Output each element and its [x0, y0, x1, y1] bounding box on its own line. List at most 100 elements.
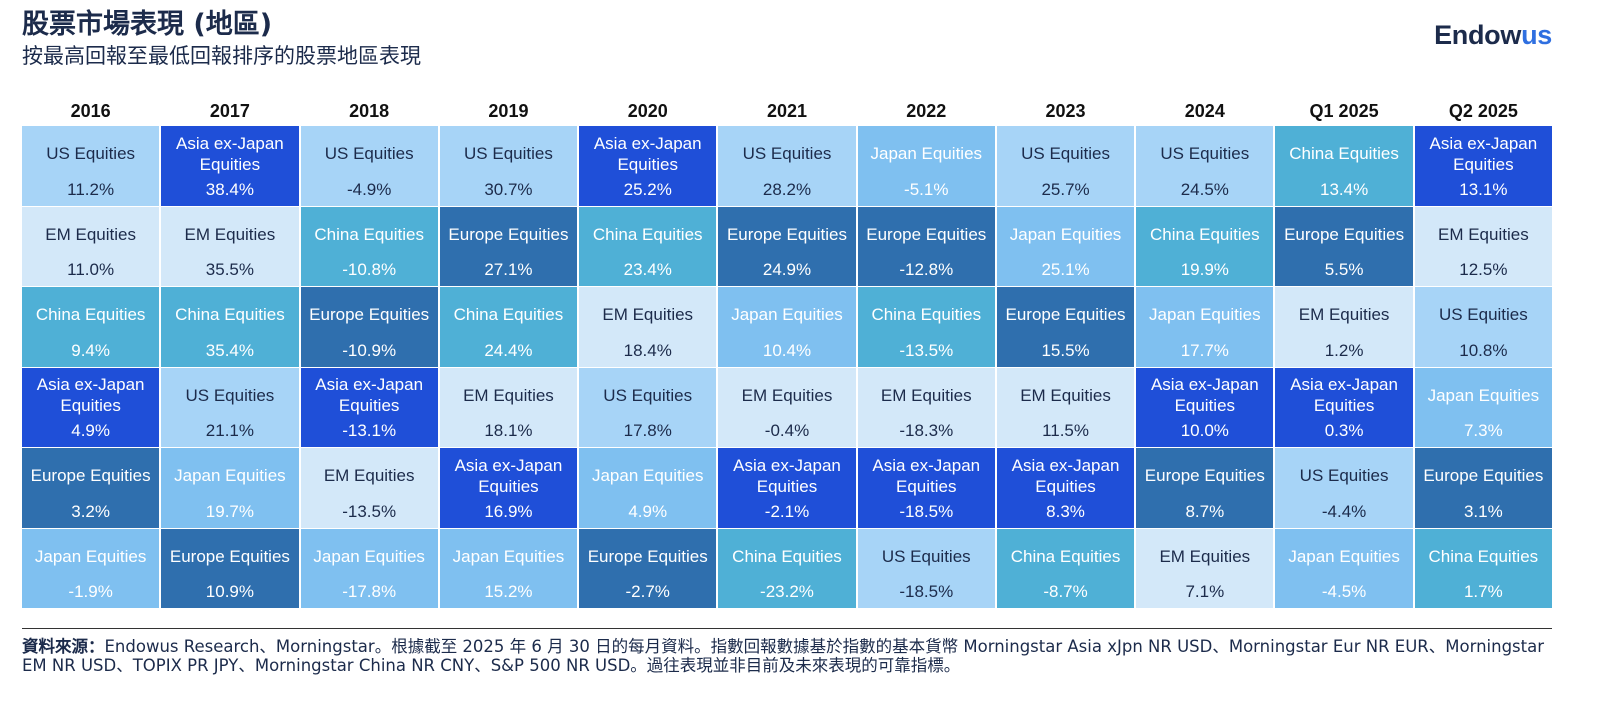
- ranking-cell: Asia ex-Japan Equities 8.3%: [996, 448, 1135, 528]
- cell-region-label: US Equities: [1438, 305, 1528, 324]
- ranking-cell: China Equities -13.5%: [857, 287, 995, 367]
- cell-return-value: 1.7%: [1463, 582, 1503, 601]
- cell-region-label: EM Equities: [880, 385, 972, 405]
- cell-region-label: US Equities: [1299, 466, 1389, 485]
- ranking-cell: Europe Equities 24.9%: [718, 206, 856, 286]
- cell-region-label: US Equities: [742, 144, 832, 163]
- cell-region-label: China Equities: [1289, 144, 1399, 163]
- cell-region-label: China Equities: [1150, 224, 1260, 244]
- cell-return-value: 25.2%: [623, 179, 672, 199]
- cell-return-value: 3.2%: [71, 501, 110, 521]
- cell-return-value: -13.5%: [899, 340, 954, 360]
- cell-region-label: Asia ex-Japan Equities: [593, 133, 702, 174]
- cell-return-value: -13.5%: [342, 501, 397, 521]
- cell-region-label: Asia ex-Japan Equities: [733, 455, 841, 496]
- ranking-cell: Europe Equities 3.2%: [22, 448, 160, 528]
- column-header: 2017: [209, 101, 250, 121]
- cell-return-value: -17.8%: [342, 582, 397, 601]
- ranking-cell: US Equities 24.5%: [1136, 126, 1274, 206]
- cell-return-value: 5.5%: [1324, 260, 1364, 279]
- cell-return-value: -8.7%: [1043, 582, 1088, 601]
- ranking-cell: EM Equities 7.1%: [1136, 528, 1274, 608]
- cell-return-value: -4.9%: [346, 179, 392, 199]
- cell-return-value: -10.9%: [342, 340, 397, 360]
- cell-region-label: Europe Equities: [1005, 305, 1126, 324]
- cell-region-label: Europe Equities: [30, 466, 151, 485]
- cell-region-label: Japan Equities: [870, 144, 983, 163]
- cell-return-value: 24.4%: [484, 340, 533, 360]
- column-header: 2018: [349, 101, 390, 121]
- ranking-cell: Asia ex-Japan Equities 16.9%: [439, 448, 578, 528]
- cell-return-value: -18.3%: [899, 421, 954, 440]
- cell-region-label: Europe Equities: [448, 224, 569, 244]
- cell-region-label: China Equities: [592, 224, 703, 244]
- cell-region-label: China Equities: [314, 224, 424, 244]
- cell-return-value: 11.0%: [67, 260, 115, 279]
- ranking-cell: China Equities 1.7%: [1414, 528, 1552, 608]
- cell-region-label: EM Equities: [323, 466, 415, 485]
- ranking-cell: EM Equities 11.0%: [22, 206, 160, 286]
- ranking-cell: Japan Equities 15.2%: [439, 528, 578, 608]
- cell-return-value: 10.4%: [762, 340, 812, 360]
- ranking-cell: US Equities 25.7%: [996, 126, 1135, 206]
- ranking-grid: US Equities 11.2% Asia ex-Japan Equities 38…: [22, 126, 1552, 608]
- cell-region-label: US Equities: [324, 144, 414, 163]
- cell-return-value: 23.4%: [623, 260, 672, 279]
- ranking-cell: EM Equities 18.4%: [579, 287, 717, 367]
- ranking-cell: Asia ex-Japan Equities -13.1%: [300, 367, 438, 447]
- cell-region-label: Europe Equities: [169, 546, 290, 566]
- chart-subtitle: 按最高回報至最低回報排序的股票地區表現: [22, 44, 421, 68]
- cell-region-label: China Equities: [35, 305, 146, 324]
- cell-return-value: 7.1%: [1185, 582, 1225, 601]
- cell-region-label: Europe Equities: [1423, 466, 1544, 485]
- ranking-cell: Asia ex-Japan Equities -18.5%: [857, 448, 995, 528]
- column-header: 2019: [488, 101, 529, 121]
- cell-return-value: 16.9%: [484, 501, 533, 521]
- cell-return-value: 1.2%: [1324, 340, 1364, 360]
- ranking-cell: Asia ex-Japan Equities 38.4%: [161, 126, 299, 206]
- cell-return-value: 3.1%: [1463, 501, 1503, 521]
- cell-return-value: -5.1%: [904, 179, 949, 199]
- cell-region-label: Europe Equities: [587, 546, 708, 566]
- ranking-cell: Japan Equities -1.9%: [22, 528, 160, 608]
- ranking-cell: EM Equities -18.3%: [857, 367, 995, 447]
- cell-region-label: Japan Equities: [1009, 224, 1122, 244]
- cell-region-label: Asia ex-Japan Equities: [1150, 375, 1259, 415]
- cell-region-label: US Equities: [881, 546, 971, 566]
- ranking-cell: China Equities 35.4%: [161, 287, 299, 367]
- source-note: 資料來源：Endowus Research、Morningstar。根據截至 2…: [22, 637, 1557, 675]
- ranking-cell: Asia ex-Japan Equities 0.3%: [1275, 367, 1413, 447]
- ranking-cell: US Equities -18.5%: [857, 528, 995, 608]
- cell-region-label: Japan Equities: [1149, 305, 1261, 324]
- cell-region-label: EM Equities: [45, 224, 136, 244]
- ranking-cell: US Equities 28.2%: [718, 126, 856, 206]
- cell-region-label: Europe Equities: [1144, 466, 1265, 485]
- cell-region-label: Japan Equities: [1427, 385, 1540, 405]
- cell-region-label: EM Equities: [741, 385, 833, 405]
- cell-return-value: 13.4%: [1319, 179, 1369, 199]
- ranking-cell: Japan Equities 7.3%: [1414, 367, 1552, 447]
- ranking-cell: China Equities 24.4%: [439, 287, 578, 367]
- source-text: Endowus Research、Morningstar。根據截至 2025 年…: [22, 637, 1545, 675]
- ranking-cell: Europe Equities 10.9%: [161, 528, 299, 608]
- ranking-cell: China Equities -10.8%: [300, 206, 438, 286]
- ranking-cell: Europe Equities 15.5%: [996, 287, 1135, 367]
- cell-return-value: 24.5%: [1180, 179, 1229, 199]
- cell-return-value: 8.3%: [1046, 501, 1085, 521]
- cell-return-value: 10.0%: [1180, 421, 1229, 440]
- cell-region-label: US Equities: [464, 144, 553, 163]
- ranking-cell: US Equities 21.1%: [161, 367, 299, 447]
- cell-return-value: 35.4%: [205, 340, 254, 360]
- ranking-cell: EM Equities -13.5%: [300, 448, 438, 528]
- cell-region-label: Asia ex-Japan Equities: [176, 133, 284, 174]
- cell-return-value: -4.4%: [1321, 501, 1367, 521]
- cell-return-value: -23.2%: [760, 582, 814, 601]
- ranking-cell: EM Equities 35.5%: [161, 206, 299, 286]
- cell-region-label: Europe Equities: [726, 224, 847, 244]
- cell-return-value: 13.1%: [1459, 179, 1508, 199]
- cell-region-label: Europe Equities: [866, 224, 987, 244]
- cell-region-label: China Equities: [175, 305, 285, 324]
- cell-region-label: US Equities: [1160, 144, 1250, 163]
- cell-region-label: US Equities: [185, 385, 275, 405]
- ranking-cell: China Equities 23.4%: [579, 206, 717, 286]
